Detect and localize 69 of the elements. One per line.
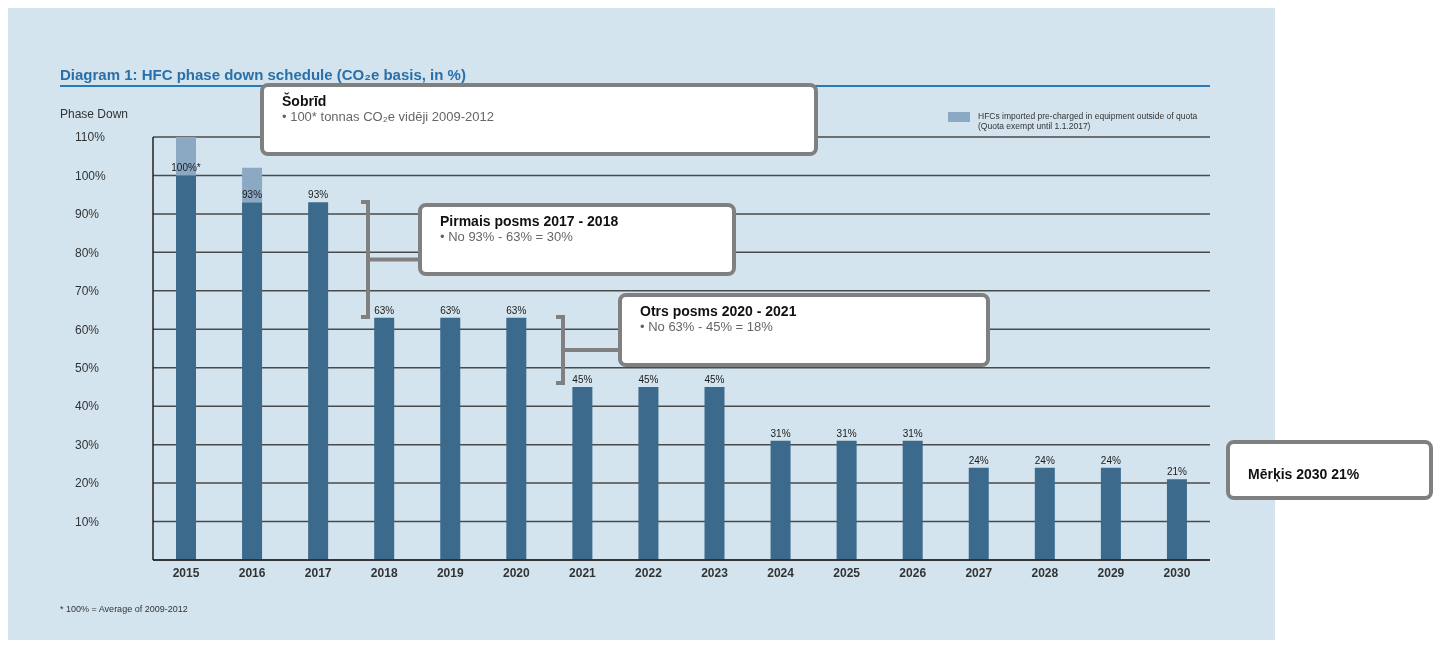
data-label: 45% xyxy=(572,373,593,385)
x-tick-label: 2022 xyxy=(635,565,663,580)
data-label: 24% xyxy=(1034,454,1055,466)
data-label: 93% xyxy=(308,189,329,201)
y-tick-label: 50% xyxy=(75,360,100,375)
callout: Otrs posms 2020 - 2021 • No 63% - 45% = 18% xyxy=(618,293,990,367)
bar xyxy=(638,386,659,560)
x-tick-label: 2029 xyxy=(1097,565,1125,580)
data-label: 45% xyxy=(638,373,659,385)
annotation: Otrs posms 2020 - 2021 xyxy=(640,303,798,319)
x-tick-label: 2028 xyxy=(1031,565,1059,580)
bar xyxy=(176,175,196,560)
bar xyxy=(1100,467,1121,560)
bar xyxy=(704,386,725,560)
data-label: 93% xyxy=(242,189,263,201)
y-tick-label: 100% xyxy=(75,168,107,183)
x-tick-label: 2025 xyxy=(833,565,861,580)
bar xyxy=(968,467,989,560)
y-tick-label: 70% xyxy=(75,284,100,299)
data-label: 63% xyxy=(374,304,395,316)
x-tick-label: 2018 xyxy=(370,565,398,580)
annotation: • No 63% - 45% = 18% xyxy=(640,319,774,334)
x-tick-label: 2017 xyxy=(304,565,332,580)
text: * 100% = Average of 2009-2012 xyxy=(60,604,188,614)
bar xyxy=(308,202,329,560)
data-label: 63% xyxy=(506,304,527,316)
bar xyxy=(242,202,263,560)
x-tick-label: 2019 xyxy=(436,565,464,580)
bar xyxy=(1034,467,1055,560)
bar xyxy=(836,440,857,560)
bar xyxy=(440,317,461,560)
x-tick-label: 2024 xyxy=(767,565,795,580)
bar xyxy=(1166,479,1187,560)
bar xyxy=(506,317,527,560)
callout: Pirmais posms 2017 - 2018 • No 93% - 63% = 30% xyxy=(418,203,736,276)
x-tick-label: 2021 xyxy=(569,565,597,580)
y-tick-label: 20% xyxy=(75,476,100,491)
legend-label: HFCs imported pre-charged in equipment outside of quota (Quota exempt until 1.1.2017) xyxy=(978,111,1199,131)
data-label: 31% xyxy=(836,427,857,439)
data-label: 31% xyxy=(902,427,923,439)
annotation: • No 93% - 63% = 30% xyxy=(440,229,574,244)
data-label: 21% xyxy=(1166,466,1188,478)
callout: Šobrīd • 100* tonnas CO₂e vidēji 2009-2012 xyxy=(260,83,818,156)
annotation: Pirmais posms 2017 - 2018 xyxy=(440,213,620,229)
y-axis-title: Phase Down xyxy=(60,107,129,121)
x-tick-label: 2016 xyxy=(238,565,266,580)
x-tick-label: 2027 xyxy=(965,565,993,580)
x-tick-label: 2026 xyxy=(899,565,927,580)
y-tick-label: 110% xyxy=(75,130,106,145)
callout: Mērķis 2030 21% xyxy=(1226,440,1433,500)
y-tick-label: 40% xyxy=(75,399,100,414)
y-tick-label: 80% xyxy=(75,245,100,260)
data-label: 31% xyxy=(770,427,791,439)
x-tick-label: 2030 xyxy=(1163,565,1191,580)
y-tick-label: 90% xyxy=(75,207,100,222)
x-tick-label: 2015 xyxy=(172,565,200,580)
x-tick-label: 2023 xyxy=(701,565,729,580)
data-label: 24% xyxy=(1100,454,1121,466)
chart-title: Diagram 1: HFC phase down schedule (CO₂e basis, in %) xyxy=(60,66,1210,87)
data-label: 63% xyxy=(440,304,461,316)
y-tick-label: 60% xyxy=(75,322,100,337)
data-label: 45% xyxy=(704,373,725,385)
x-tick-label: 2020 xyxy=(502,565,531,580)
data-label: 24% xyxy=(968,454,989,466)
bar xyxy=(902,440,923,560)
bar xyxy=(770,440,791,560)
data-label: 100%* xyxy=(171,162,201,174)
y-tick-label: 10% xyxy=(75,514,100,529)
y-tick-label: 30% xyxy=(75,437,100,452)
